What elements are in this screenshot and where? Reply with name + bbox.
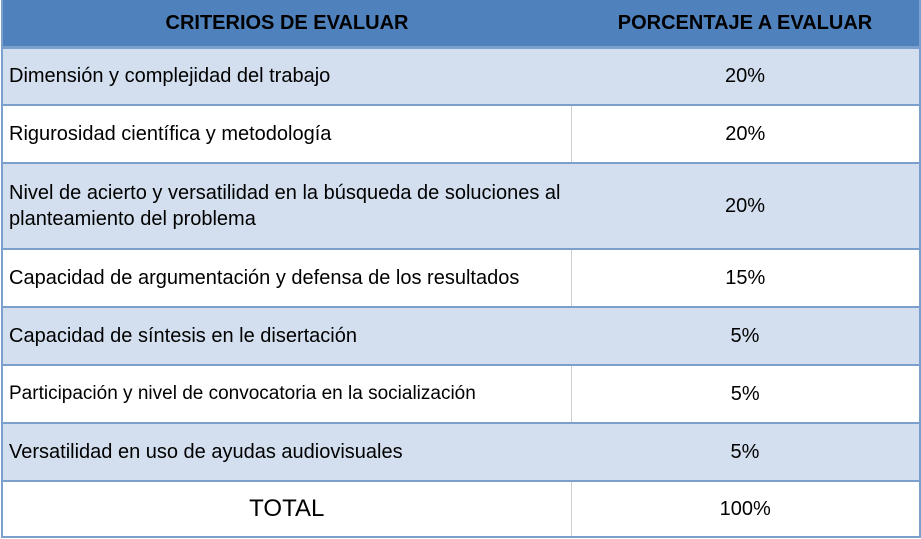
percentage-cell: 15% <box>571 248 920 308</box>
percentage-cell: 5% <box>571 422 920 482</box>
criterion-cell: Capacidad de argumentación y defensa de … <box>2 248 572 308</box>
criterion-cell: Participación y nivel de convocatoria en… <box>2 364 572 424</box>
total-row: TOTAL 100% <box>2 480 920 538</box>
table-row: Nivel de acierto y versatilidad en la bú… <box>2 162 920 250</box>
percentage-cell: 20% <box>571 162 920 250</box>
criterion-cell: Versatilidad en uso de ayudas audiovisua… <box>2 422 571 482</box>
table-row: Participación y nivel de convocatoria en… <box>2 364 920 424</box>
percentage-cell: 5% <box>571 306 920 366</box>
criterion-cell: Rigurosidad científica y metodología <box>2 104 572 164</box>
header-percentage: PORCENTAJE A EVALUAR <box>571 0 920 49</box>
total-percentage: 100% <box>571 480 920 538</box>
criterion-cell: Dimensión y complejidad del trabajo <box>2 47 571 106</box>
table-row: Dimensión y complejidad del trabajo 20% <box>2 47 920 106</box>
table-row: Capacidad de argumentación y defensa de … <box>2 248 920 308</box>
percentage-cell: 20% <box>571 104 920 164</box>
percentage-cell: 20% <box>571 47 920 106</box>
percentage-cell: 5% <box>571 364 920 424</box>
table-row: Capacidad de síntesis en le disertación … <box>2 306 920 366</box>
total-label: TOTAL <box>2 480 572 538</box>
table-row: Versatilidad en uso de ayudas audiovisua… <box>2 422 920 482</box>
header-criteria: CRITERIOS DE EVALUAR <box>2 0 571 49</box>
criterion-cell: Capacidad de síntesis en le disertación <box>2 306 571 366</box>
header-row: CRITERIOS DE EVALUAR PORCENTAJE A EVALUA… <box>2 0 920 49</box>
criterion-cell: Nivel de acierto y versatilidad en la bú… <box>2 162 571 250</box>
table-row: Rigurosidad científica y metodología 20% <box>2 104 920 164</box>
